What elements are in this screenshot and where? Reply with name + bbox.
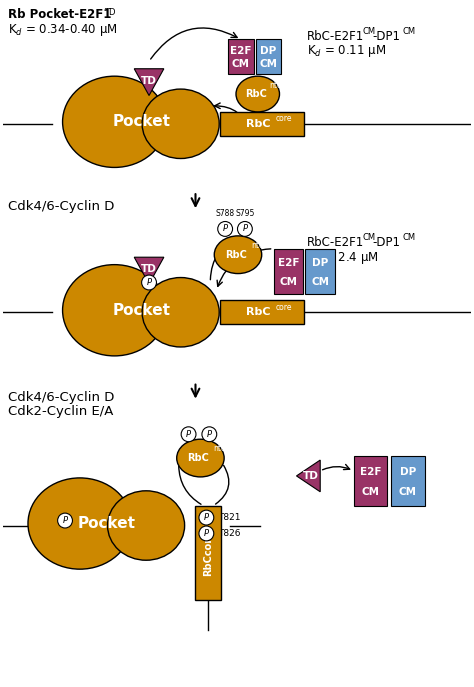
Circle shape <box>142 275 156 290</box>
Circle shape <box>58 513 73 528</box>
Text: CM: CM <box>279 277 297 286</box>
Circle shape <box>199 510 214 525</box>
Text: RbC: RbC <box>188 453 210 463</box>
Ellipse shape <box>142 89 219 159</box>
Text: CM: CM <box>399 487 417 497</box>
Text: P: P <box>186 430 191 439</box>
Text: RbC-E2F1: RbC-E2F1 <box>307 30 365 43</box>
Text: S788: S788 <box>216 209 235 218</box>
Text: CM: CM <box>232 60 250 69</box>
Ellipse shape <box>63 264 166 356</box>
Text: Cdk2-Cyclin E/A: Cdk2-Cyclin E/A <box>8 405 113 418</box>
FancyBboxPatch shape <box>391 456 425 506</box>
Text: nter: nter <box>270 80 286 89</box>
FancyBboxPatch shape <box>195 506 221 600</box>
Text: RbC: RbC <box>245 89 267 99</box>
Text: TD: TD <box>141 264 157 274</box>
Ellipse shape <box>28 478 132 569</box>
Text: -DP1: -DP1 <box>373 30 401 43</box>
Text: S795: S795 <box>235 209 255 218</box>
Text: RbC: RbC <box>225 249 247 260</box>
Text: core: core <box>275 303 292 312</box>
Text: CM: CM <box>363 27 375 36</box>
Text: Cdk4/6-Cyclin D: Cdk4/6-Cyclin D <box>8 391 114 404</box>
Circle shape <box>202 427 217 442</box>
Text: DP: DP <box>312 258 328 269</box>
Text: P: P <box>223 225 228 234</box>
Text: P: P <box>204 529 209 538</box>
Text: CM: CM <box>402 27 415 36</box>
Text: E2F: E2F <box>278 258 299 269</box>
FancyBboxPatch shape <box>220 300 304 324</box>
Polygon shape <box>297 460 320 492</box>
Text: RbC: RbC <box>246 307 270 317</box>
Text: T821: T821 <box>218 513 241 522</box>
FancyBboxPatch shape <box>305 249 335 295</box>
Text: CM: CM <box>402 233 415 242</box>
Text: -DP1: -DP1 <box>373 236 401 249</box>
Text: TD: TD <box>141 76 157 86</box>
Text: E2F: E2F <box>230 45 252 56</box>
Text: P: P <box>207 430 212 439</box>
FancyBboxPatch shape <box>354 456 387 506</box>
Text: TD: TD <box>104 8 115 16</box>
FancyBboxPatch shape <box>256 39 282 74</box>
Circle shape <box>218 221 233 236</box>
Text: TD: TD <box>303 471 319 481</box>
Text: E2F: E2F <box>360 467 381 477</box>
Text: nter: nter <box>213 444 229 453</box>
Text: P: P <box>242 225 247 234</box>
Circle shape <box>199 526 214 541</box>
Text: DP: DP <box>400 467 416 477</box>
FancyBboxPatch shape <box>220 112 304 136</box>
Ellipse shape <box>214 236 262 273</box>
Ellipse shape <box>177 439 224 477</box>
Text: CM: CM <box>363 233 375 242</box>
Text: RbCcore: RbCcore <box>203 530 213 576</box>
Text: nter: nter <box>251 241 267 250</box>
Ellipse shape <box>108 491 184 560</box>
Text: P: P <box>146 278 152 287</box>
Text: Pocket: Pocket <box>112 114 170 129</box>
Text: RbC-E2F1: RbC-E2F1 <box>307 236 365 249</box>
Text: Rb Pocket-E2F1: Rb Pocket-E2F1 <box>8 8 111 21</box>
Text: K$_d$ = 0.34-0.40 μM: K$_d$ = 0.34-0.40 μM <box>8 21 117 38</box>
Text: P: P <box>63 516 67 525</box>
Text: T826: T826 <box>218 529 241 538</box>
Polygon shape <box>134 69 164 95</box>
Text: Pocket: Pocket <box>78 516 136 531</box>
Ellipse shape <box>236 76 280 112</box>
Text: RbC: RbC <box>246 119 270 128</box>
Text: K$_d$ = 2.4 μM: K$_d$ = 2.4 μM <box>307 250 379 266</box>
Circle shape <box>237 221 252 236</box>
Text: P: P <box>204 513 209 522</box>
FancyBboxPatch shape <box>228 39 254 74</box>
Circle shape <box>181 427 196 442</box>
FancyBboxPatch shape <box>273 249 303 295</box>
Text: Cdk4/6-Cyclin D: Cdk4/6-Cyclin D <box>8 200 114 213</box>
Polygon shape <box>134 257 164 284</box>
Text: Pocket: Pocket <box>112 303 170 318</box>
Text: K$_d$ = 0.11 μM: K$_d$ = 0.11 μM <box>307 43 386 60</box>
Text: CM: CM <box>361 487 379 497</box>
Text: DP: DP <box>261 45 277 56</box>
Ellipse shape <box>63 76 166 168</box>
Ellipse shape <box>142 278 219 347</box>
Text: core: core <box>275 114 292 124</box>
Text: CM: CM <box>260 60 278 69</box>
Text: CM: CM <box>311 277 329 286</box>
